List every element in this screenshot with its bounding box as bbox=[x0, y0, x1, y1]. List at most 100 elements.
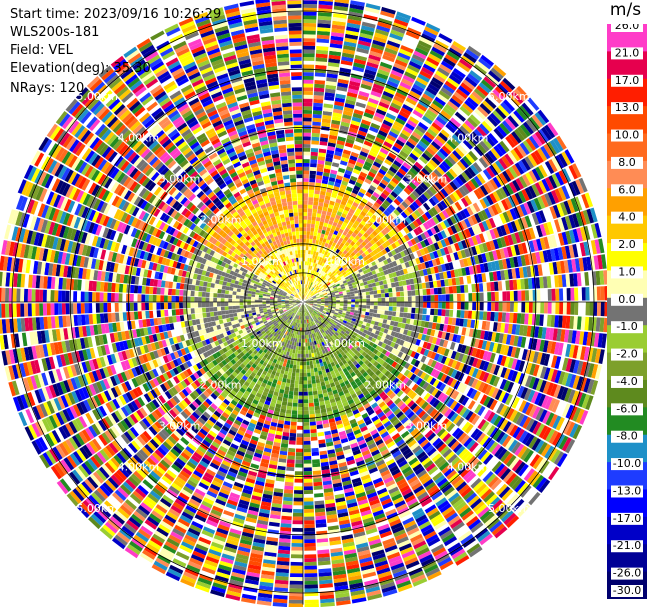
velocity-cell bbox=[310, 274, 314, 278]
velocity-cell bbox=[317, 163, 324, 169]
velocity-cell bbox=[459, 105, 471, 117]
velocity-cell bbox=[334, 97, 345, 103]
velocity-cell bbox=[338, 255, 343, 261]
velocity-cell bbox=[364, 244, 370, 250]
velocity-cell bbox=[384, 288, 389, 293]
velocity-cell bbox=[316, 282, 320, 286]
velocity-cell bbox=[305, 280, 308, 285]
velocity-cell bbox=[508, 94, 521, 107]
velocity-cell bbox=[311, 282, 314, 287]
velocity-cell bbox=[336, 223, 342, 229]
velocity-cell bbox=[451, 94, 464, 105]
velocity-cell bbox=[329, 47, 342, 53]
velocity-cell bbox=[335, 258, 341, 264]
velocity-cell bbox=[381, 293, 386, 298]
velocity-cell bbox=[307, 294, 311, 298]
velocity-cell bbox=[319, 270, 323, 275]
velocity-cell bbox=[304, 520, 315, 525]
velocity-cell bbox=[298, 395, 303, 400]
velocity-cell bbox=[304, 335, 307, 339]
velocity-cell bbox=[304, 569, 318, 574]
velocity-cell bbox=[303, 238, 306, 243]
velocity-cell bbox=[516, 85, 529, 99]
velocity-cell bbox=[318, 12, 332, 17]
velocity-cell bbox=[353, 243, 359, 249]
nrays-label: NRays: 120 bbox=[10, 81, 85, 96]
velocity-cell bbox=[287, 371, 292, 376]
velocity-cell bbox=[355, 226, 362, 232]
velocity-cell bbox=[376, 72, 389, 80]
velocity-cell bbox=[365, 6, 380, 14]
velocity-cell bbox=[410, 87, 423, 96]
velocity-cell bbox=[378, 182, 387, 189]
velocity-cell bbox=[407, 155, 416, 164]
velocity-cell bbox=[370, 181, 379, 189]
velocity-cell bbox=[417, 184, 426, 194]
velocity-cell bbox=[313, 478, 322, 483]
velocity-cell bbox=[391, 287, 397, 293]
velocity-cell bbox=[441, 145, 452, 155]
velocity-cell bbox=[411, 54, 425, 63]
velocity-cell bbox=[311, 375, 316, 381]
velocity-cell bbox=[282, 435, 289, 441]
velocity-cell bbox=[305, 338, 308, 343]
velocity-cell bbox=[303, 11, 317, 16]
velocity-cell bbox=[329, 43, 343, 49]
velocity-cell bbox=[425, 22, 441, 33]
velocity-cell bbox=[566, 288, 571, 301]
velocity-cell bbox=[363, 112, 374, 119]
velocity-cell bbox=[308, 185, 315, 190]
velocity-cell bbox=[373, 302, 378, 306]
velocity-cell bbox=[430, 288, 435, 295]
velocity-cell bbox=[377, 21, 392, 29]
velocity-cell bbox=[516, 107, 528, 121]
velocity-cell bbox=[345, 232, 352, 239]
velocity-cell bbox=[307, 383, 312, 388]
velocity-cell bbox=[360, 29, 374, 36]
velocity-cell bbox=[308, 200, 314, 205]
velocity-cell bbox=[446, 155, 457, 166]
velocity-cell bbox=[308, 349, 312, 354]
velocity-cell bbox=[345, 99, 356, 106]
velocity-cell bbox=[331, 233, 337, 239]
velocity-cell bbox=[488, 70, 502, 83]
velocity-cell bbox=[369, 94, 381, 102]
velocity-cell bbox=[570, 302, 575, 315]
velocity-cell bbox=[387, 283, 392, 289]
velocity-cell bbox=[376, 289, 382, 294]
velocity-cell bbox=[383, 199, 391, 207]
velocity-cell bbox=[506, 291, 511, 301]
velocity-cell bbox=[303, 0, 318, 1]
velocity-cell bbox=[371, 143, 381, 151]
velocity-cell bbox=[438, 33, 453, 44]
velocity-cell bbox=[303, 136, 311, 141]
velocity-cell bbox=[296, 361, 300, 366]
velocity-cell bbox=[407, 307, 412, 313]
velocity-cell bbox=[293, 497, 303, 502]
velocity-cell bbox=[304, 331, 307, 336]
velocity-cell bbox=[389, 33, 403, 41]
velocity-cell bbox=[418, 170, 428, 179]
velocity-cell bbox=[490, 311, 495, 322]
velocity-cell bbox=[446, 139, 457, 150]
velocity-cell bbox=[312, 274, 315, 279]
velocity-cell bbox=[367, 283, 373, 288]
velocity-cell bbox=[462, 139, 473, 150]
velocity-cell bbox=[370, 194, 378, 202]
velocity-cell bbox=[385, 43, 399, 52]
velocity-cell bbox=[304, 565, 317, 570]
velocity-cell bbox=[464, 76, 478, 88]
velocity-cell bbox=[324, 242, 329, 248]
velocity-cell bbox=[303, 403, 309, 407]
velocity-cell bbox=[390, 29, 405, 38]
velocity-cell bbox=[436, 166, 446, 176]
velocity-cell bbox=[303, 34, 316, 39]
velocity-cell bbox=[391, 311, 397, 317]
velocity-cell bbox=[290, 360, 294, 365]
velocity-cell bbox=[316, 363, 321, 368]
velocity-cell bbox=[335, 143, 345, 150]
velocity-cell bbox=[303, 342, 306, 347]
velocity-cell bbox=[364, 214, 371, 220]
velocity-cell bbox=[309, 235, 314, 240]
